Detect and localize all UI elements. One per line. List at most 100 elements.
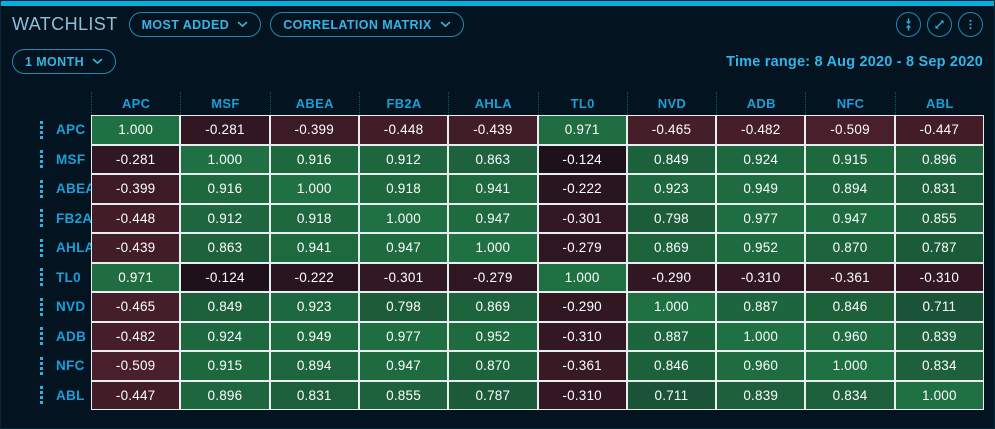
kebab-menu-icon	[969, 19, 972, 30]
row-label-abea[interactable]: ABEA	[1, 174, 95, 204]
row-menu-icon[interactable]	[40, 179, 43, 198]
row-label-tl0[interactable]: TL0	[1, 263, 91, 293]
matrix-cell-nfc-nvd: 0.846	[626, 351, 717, 381]
row-ticker-label: TL0	[56, 269, 81, 285]
most-added-dropdown[interactable]: MOST ADDED	[128, 12, 262, 37]
row-ticker-label: APC	[56, 122, 86, 138]
matrix-cell-abea-abl: 0.831	[894, 174, 984, 204]
matrix-cell-apc-msf: -0.281	[180, 115, 270, 145]
column-header-fb2a: FB2A	[358, 92, 448, 115]
header-actions	[896, 12, 983, 37]
most-added-label: MOST ADDED	[141, 17, 230, 32]
matrix-cell-nvd-fb2a: 0.798	[358, 292, 449, 322]
matrix-cell-abl-ahla: 0.787	[448, 380, 538, 410]
row-label-adb[interactable]: ADB	[1, 322, 91, 352]
row-menu-icon[interactable]	[40, 386, 43, 405]
matrix-cell-fb2a-tl0: -0.301	[537, 203, 627, 233]
matrix-cell-apc-abl: -0.447	[894, 115, 984, 145]
correlation-matrix-dropdown[interactable]: CORRELATION MATRIX	[270, 12, 464, 37]
row-menu-icon[interactable]	[40, 356, 43, 375]
matrix-cell-adb-ahla: 0.952	[448, 321, 538, 351]
collapse-vertical-icon	[905, 18, 912, 31]
matrix-cell-tl0-fb2a: -0.301	[358, 262, 449, 292]
matrix-cell-nvd-adb: 0.887	[716, 292, 806, 322]
matrix-cell-adb-adb: 1.000	[716, 321, 806, 351]
matrix-cell-abl-msf: 0.896	[180, 380, 270, 410]
chevron-down-icon	[237, 21, 248, 28]
correlation-matrix: APC MSF ABEA FB2A AHLA TL0 NVD ADB NFC ABL APC 1.00…	[1, 92, 984, 410]
matrix-cell-apc-fb2a: -0.448	[358, 115, 449, 145]
matrix-cell-ahla-ahla: 1.000	[448, 233, 538, 263]
matrix-cell-fb2a-nfc: 0.947	[805, 203, 895, 233]
matrix-cell-tl0-abea: -0.222	[269, 262, 359, 292]
matrix-cell-msf-msf: 1.000	[180, 144, 270, 174]
column-header-msf: MSF	[180, 92, 269, 115]
matrix-cell-ahla-abea: 0.941	[269, 233, 359, 263]
matrix-cell-nvd-abl: 0.711	[894, 292, 984, 322]
row-label-abl[interactable]: ABL	[1, 381, 91, 411]
row-label-fb2a[interactable]: FB2A	[1, 204, 93, 234]
matrix-cell-abl-fb2a: 0.855	[358, 380, 449, 410]
matrix-cell-abea-apc: -0.399	[91, 174, 181, 204]
matrix-cell-fb2a-ahla: 0.947	[448, 203, 538, 233]
top-accent-bar	[1, 1, 994, 6]
matrix-corner-cell	[1, 92, 91, 115]
more-options-button[interactable]	[958, 12, 983, 37]
matrix-toolbar: 1 MONTH Time range: 8 Aug 2020 - 8 Sep 2…	[1, 43, 994, 80]
column-header-abl: ABL	[894, 92, 984, 115]
row-label-ahla[interactable]: AHLA	[1, 233, 94, 263]
column-header-nfc: NFC	[805, 92, 894, 115]
matrix-cell-nvd-abea: 0.923	[269, 292, 359, 322]
matrix-cell-abea-nfc: 0.894	[805, 174, 895, 204]
expand-diagonal-button[interactable]	[927, 12, 952, 37]
time-period-dropdown[interactable]: 1 MONTH	[12, 49, 117, 74]
matrix-cell-apc-apc: 1.000	[91, 115, 181, 145]
matrix-cell-msf-abl: 0.896	[894, 144, 984, 174]
matrix-cell-apc-ahla: -0.439	[448, 115, 538, 145]
row-label-nvd[interactable]: NVD	[1, 292, 91, 322]
row-label-msf[interactable]: MSF	[1, 145, 91, 175]
matrix-cell-nfc-abl: 0.834	[894, 351, 984, 381]
matrix-cell-ahla-tl0: -0.279	[537, 233, 627, 263]
matrix-cell-abea-fb2a: 0.918	[358, 174, 449, 204]
matrix-cell-abl-tl0: -0.310	[537, 380, 627, 410]
matrix-cell-nvd-nvd: 1.000	[626, 292, 717, 322]
row-menu-icon[interactable]	[40, 120, 43, 139]
matrix-cell-nvd-msf: 0.849	[180, 292, 270, 322]
matrix-cell-nfc-ahla: 0.870	[448, 351, 538, 381]
row-label-apc[interactable]: APC	[1, 115, 91, 145]
chevron-down-icon	[440, 21, 450, 28]
matrix-cell-abl-nvd: 0.711	[626, 380, 717, 410]
matrix-cell-nfc-adb: 0.960	[716, 351, 806, 381]
matrix-cell-tl0-ahla: -0.279	[448, 262, 538, 292]
matrix-cell-fb2a-nvd: 0.798	[626, 203, 717, 233]
collapse-vertical-button[interactable]	[896, 12, 921, 37]
matrix-cell-abea-nvd: 0.923	[626, 174, 717, 204]
matrix-cell-msf-tl0: -0.124	[537, 144, 627, 174]
matrix-cell-msf-fb2a: 0.912	[358, 144, 449, 174]
column-header-adb: ADB	[716, 92, 805, 115]
row-menu-icon[interactable]	[40, 327, 43, 346]
row-menu-icon[interactable]	[40, 297, 43, 316]
matrix-cell-nvd-ahla: 0.869	[448, 292, 538, 322]
matrix-cell-nfc-msf: 0.915	[180, 351, 270, 381]
column-header-apc: APC	[91, 92, 180, 115]
matrix-cell-ahla-nfc: 0.870	[805, 233, 895, 263]
matrix-cell-tl0-msf: -0.124	[180, 262, 270, 292]
row-label-nfc[interactable]: NFC	[1, 351, 91, 381]
row-menu-icon[interactable]	[40, 268, 43, 287]
matrix-cell-msf-apc: -0.281	[91, 144, 181, 174]
matrix-cell-nvd-nfc: 0.846	[805, 292, 895, 322]
matrix-cell-abl-abl: 1.000	[894, 380, 984, 410]
matrix-cell-nfc-abea: 0.894	[269, 351, 359, 381]
row-menu-icon[interactable]	[40, 238, 43, 257]
row-menu-icon[interactable]	[40, 150, 43, 169]
matrix-cell-adb-msf: 0.924	[180, 321, 270, 351]
row-ticker-label: MSF	[56, 151, 86, 167]
matrix-cell-nvd-apc: -0.465	[91, 292, 181, 322]
matrix-cell-msf-adb: 0.924	[716, 144, 806, 174]
row-ticker-label: FB2A	[56, 210, 93, 226]
matrix-cell-adb-abl: 0.839	[894, 321, 984, 351]
row-menu-icon[interactable]	[40, 209, 43, 228]
